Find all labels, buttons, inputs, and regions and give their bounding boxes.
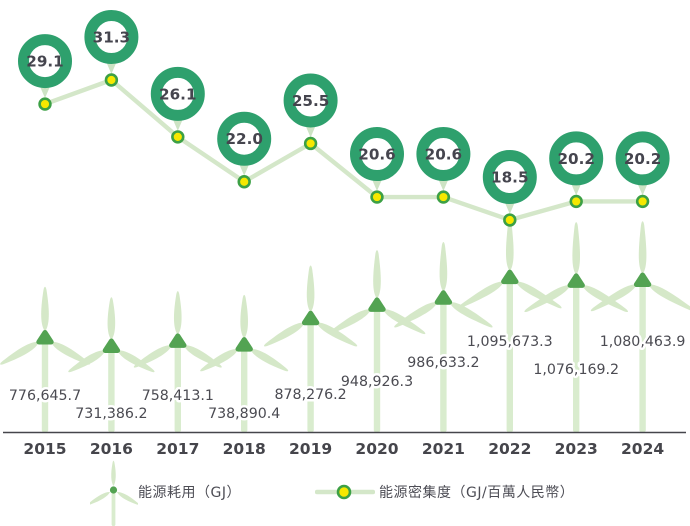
x-axis-label-2021: 2021 xyxy=(422,440,465,458)
intensity-marker-2020 xyxy=(370,190,384,204)
x-axis-label-2020: 2020 xyxy=(355,440,398,458)
consumption-value-label-2018: 738,890.4 xyxy=(208,406,280,422)
intensity-badge-value-2022: 18.5 xyxy=(491,168,528,186)
intensity-badge-2016: 31.3 xyxy=(84,10,139,74)
intensity-marker-2017 xyxy=(171,130,185,144)
turbine-2022 xyxy=(458,218,562,433)
consumption-value-label-2017: 758,413.1 xyxy=(142,388,214,404)
turbine-2020 xyxy=(328,250,426,433)
turbine-2018 xyxy=(200,294,289,433)
intensity-badge-value-2017: 26.1 xyxy=(159,85,196,103)
intensity-marker-2019 xyxy=(303,136,318,151)
consumption-value-label-2019: 878,276.2 xyxy=(274,387,346,403)
intensity-line xyxy=(42,77,645,223)
x-axis-label-2015: 2015 xyxy=(23,440,66,458)
x-axis-label-2017: 2017 xyxy=(156,440,199,458)
turbine-2024 xyxy=(590,221,690,433)
turbine-2021 xyxy=(394,242,493,433)
intensity-badge-value-2020: 20.6 xyxy=(358,145,395,163)
intensity-badge-2024: 20.2 xyxy=(615,131,670,196)
consumption-value-label-2021: 986,633.2 xyxy=(407,355,479,371)
turbine-2019 xyxy=(264,265,358,433)
turbine-2015 xyxy=(0,286,90,433)
intensity-badge-2020: 20.6 xyxy=(350,127,404,192)
intensity-badge-2019: 25.5 xyxy=(283,73,338,138)
intensity-marker-2015 xyxy=(38,97,52,111)
intensity-marker-2024 xyxy=(635,194,650,209)
x-axis-label-2023: 2023 xyxy=(555,440,598,458)
intensity-badge-2021: 20.6 xyxy=(416,127,471,192)
intensity-marker-2021 xyxy=(436,190,451,204)
intensity-badge-value-2016: 31.3 xyxy=(93,28,130,46)
intensity-marker-2016 xyxy=(104,73,119,87)
intensity-badge-value-2023: 20.2 xyxy=(557,150,594,168)
intensity-badge-2022: 18.5 xyxy=(482,150,537,215)
intensity-marker-2018 xyxy=(237,175,251,189)
x-axis-label-2024: 2024 xyxy=(621,440,664,458)
consumption-value-label-2024: 1,080,463.9 xyxy=(600,334,686,350)
consumption-value-label-2015: 776,645.7 xyxy=(9,388,81,404)
consumption-value-label-2016: 731,386.2 xyxy=(75,406,147,422)
x-axis-label-2018: 2018 xyxy=(223,440,266,458)
intensity-marker-2022 xyxy=(503,213,517,227)
intensity-badge-value-2018: 22.0 xyxy=(225,130,262,148)
consumption-value-label-2022: 1,095,673.3 xyxy=(467,334,553,350)
intensity-badge-value-2024: 20.2 xyxy=(624,150,661,168)
intensity-badge-value-2019: 25.5 xyxy=(292,92,329,110)
intensity-badge-2017: 26.1 xyxy=(150,66,205,131)
x-axis-label-2022: 2022 xyxy=(488,440,531,458)
intensity-badge-value-2021: 20.6 xyxy=(425,145,462,163)
intensity-badge-2015: 29.1 xyxy=(18,34,72,99)
intensity-badge-value-2015: 29.1 xyxy=(26,52,63,70)
consumption-value-label-2023: 1,076,169.2 xyxy=(533,362,619,378)
x-axis-label-2016: 2016 xyxy=(90,440,133,458)
turbine-2023 xyxy=(524,222,628,433)
intensity-badge-2018: 22.0 xyxy=(217,111,272,176)
intensity-marker-2023 xyxy=(569,194,583,209)
consumption-value-label-2020: 948,926.3 xyxy=(341,374,413,390)
x-axis-label-2019: 2019 xyxy=(289,440,332,458)
turbine-2016 xyxy=(68,297,155,433)
intensity-badge-2023: 20.2 xyxy=(549,131,604,196)
